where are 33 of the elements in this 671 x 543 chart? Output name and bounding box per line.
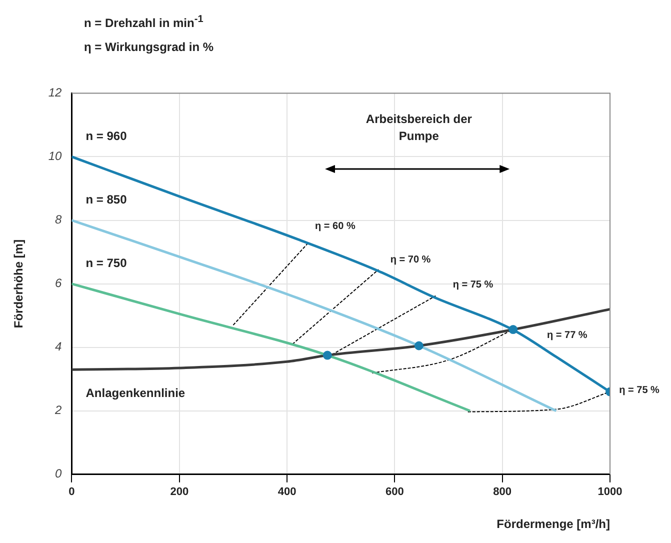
line-series: [72, 308, 610, 371]
x-tick-label: 200: [170, 486, 189, 498]
chart-title: n = Drehzahl in min$^{-1}$: [84, 14, 204, 30]
series-label: n = 750: [86, 256, 128, 270]
x-tick-label: 0: [68, 486, 75, 498]
y-tick-label: 10: [48, 149, 62, 164]
x-axis-title: Fördermenge [m³/h]: [496, 517, 610, 532]
x-tick-label: 800: [493, 486, 512, 498]
annotation: Arbeitsbereich der Pumpe: [366, 112, 472, 144]
annotation: η = 70 %: [390, 254, 431, 266]
series-label: n = 960: [86, 129, 128, 144]
series-label: n = 850: [86, 192, 128, 207]
y-tick-label: 4: [55, 340, 62, 354]
annotation: η = 60 %: [315, 220, 356, 232]
x-tick-label: 1000: [598, 486, 622, 498]
y-tick-label: 8: [55, 212, 62, 227]
point: [322, 350, 332, 360]
annotation: η = 75 %: [452, 280, 494, 291]
line-series: [72, 282, 472, 412]
y-axis-title: Förderhöhe [m]: [12, 239, 26, 328]
line-series: [72, 219, 558, 412]
annotation: η = 77 %: [547, 330, 588, 342]
y-tick-label: 12: [48, 86, 62, 100]
x-tick-label: 600: [386, 486, 404, 498]
y-tick-label: 2: [54, 403, 62, 418]
y-tick-label: 6: [55, 276, 62, 290]
y-tick-label: 0: [55, 466, 62, 481]
point: [414, 341, 424, 350]
series-label: Anlagenkennlinie: [86, 386, 186, 400]
x-tick-label: 400: [278, 486, 296, 498]
chart-subtitle: η = Wirkungsgrad in %: [84, 40, 215, 54]
text: η = 75 %: [619, 384, 660, 396]
point: [508, 325, 518, 334]
